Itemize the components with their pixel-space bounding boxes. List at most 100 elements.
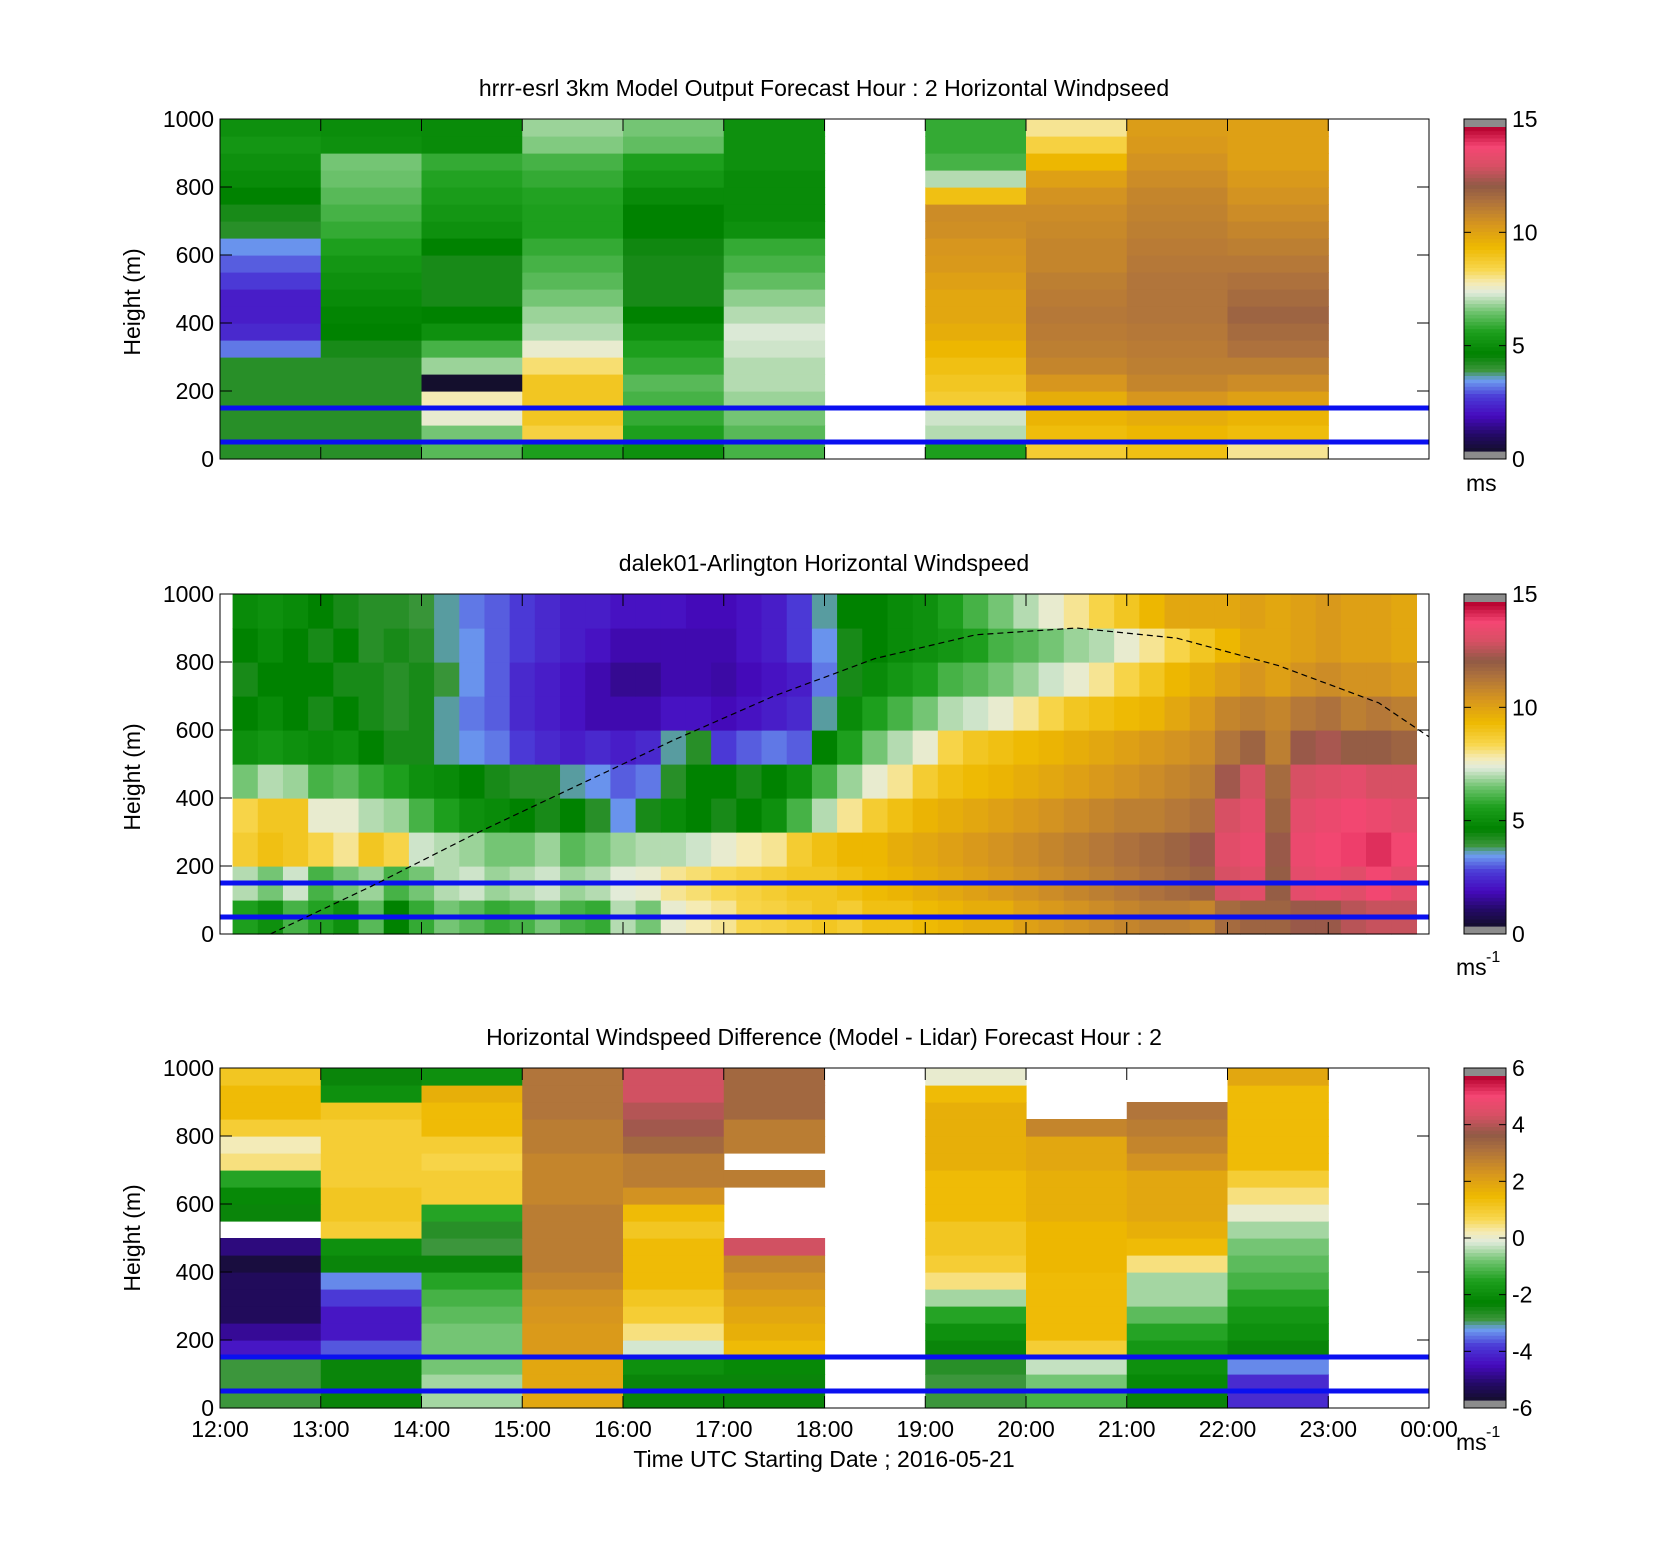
heatmap-cell — [1240, 628, 1266, 663]
heatmap-cell — [635, 832, 662, 867]
colorbar-segment — [1464, 1389, 1506, 1394]
heatmap-cell — [421, 204, 523, 222]
heatmap-cell — [421, 119, 523, 137]
heatmap-cell — [925, 1119, 1027, 1137]
colorbar-segment — [1464, 746, 1506, 751]
heatmap-cell — [1114, 798, 1140, 833]
colorbar-segment — [1464, 674, 1506, 679]
heatmap-cell — [1340, 798, 1367, 833]
colorbar-segment — [1464, 202, 1506, 207]
heatmap-cell — [736, 798, 763, 833]
heatmap-cell — [585, 730, 612, 765]
heatmap-cell — [988, 662, 1015, 697]
heatmap-cell — [1013, 662, 1040, 697]
heatmap-cell — [1164, 832, 1191, 867]
heatmap-cell — [320, 1289, 423, 1307]
colorbar-segment — [1464, 1191, 1506, 1196]
heatmap-cell — [220, 1136, 322, 1154]
panel-lidar-dashed-curve — [270, 627, 1430, 935]
heatmap-cell — [1063, 798, 1090, 833]
heatmap-cell — [220, 1170, 322, 1188]
panel-lidar-colorbar: 0 5 10 15 — [1463, 581, 1538, 947]
heatmap-cell — [623, 1187, 725, 1205]
heatmap-cell — [963, 798, 989, 833]
heatmap-cell — [522, 1306, 624, 1324]
heatmap-cell — [1139, 764, 1166, 799]
heatmap-cell — [320, 1085, 423, 1103]
heatmap-cell — [220, 1068, 322, 1086]
heatmap-cell — [685, 798, 712, 833]
heatmap-cell — [837, 696, 863, 731]
colorbar-segment — [1464, 1234, 1506, 1239]
heatmap-cell — [522, 408, 624, 426]
heatmap-cell — [421, 1119, 523, 1137]
heatmap-cell — [685, 628, 712, 663]
heatmap-cell — [308, 662, 334, 697]
heatmap-cell — [560, 628, 586, 663]
heatmap-cell — [1340, 662, 1367, 697]
colorbar-segment — [1464, 1288, 1506, 1293]
heatmap-cell — [912, 696, 939, 731]
heatmap-cell — [711, 832, 737, 867]
colorbar-segment — [1464, 130, 1506, 135]
heatmap-cell — [320, 357, 423, 375]
heatmap-cell — [434, 696, 460, 731]
heatmap-cell — [925, 221, 1027, 239]
heatmap-cell — [421, 1068, 523, 1086]
heatmap-cell — [862, 798, 889, 833]
colorbar-segment — [1464, 163, 1506, 168]
heatmap-cell — [1026, 170, 1128, 188]
heatmap-cell — [1088, 662, 1115, 697]
colorbar-segment — [1464, 1310, 1506, 1315]
heatmap-cell — [925, 1204, 1027, 1222]
heatmap-cell — [887, 730, 914, 765]
heatmap-cell — [1366, 594, 1392, 629]
heatmap-cell — [1315, 764, 1342, 799]
colorbar-segment — [1464, 1223, 1506, 1228]
colorbar-segment — [1464, 846, 1506, 851]
heatmap-cell — [1227, 1085, 1329, 1103]
colorbar-segment — [1464, 1187, 1506, 1192]
colorbar-segment — [1464, 789, 1506, 794]
colorbar-segment — [1464, 411, 1506, 416]
heatmap-cell — [811, 764, 838, 799]
colorbar-segment — [1464, 785, 1506, 790]
colorbar-segment — [1464, 148, 1506, 153]
heatmap-cell — [1227, 1136, 1329, 1154]
colorbar-segment — [1464, 422, 1506, 427]
colorbar-segment — [1464, 1382, 1506, 1387]
colorbar-segment — [1464, 713, 1506, 718]
heatmap-cell — [434, 628, 460, 663]
heatmap-cell — [534, 798, 561, 833]
y-tick-label: 200 — [176, 378, 214, 404]
heatmap-cell — [1265, 832, 1292, 867]
heatmap-cell — [1126, 1374, 1229, 1392]
colorbar-segment — [1464, 796, 1506, 801]
colorbar-tick-label: 15 — [1512, 581, 1538, 607]
heatmap-cell — [383, 764, 410, 799]
heatmap-cell — [786, 594, 813, 629]
heatmap-cell — [1227, 323, 1329, 341]
heatmap-cell — [308, 696, 334, 731]
heatmap-cell — [1290, 798, 1317, 833]
colorbar-segment — [1464, 609, 1506, 614]
heatmap-cell — [522, 153, 624, 171]
heatmap-cell — [811, 832, 838, 867]
y-tick-label: 1000 — [163, 581, 214, 607]
y-tick-label: 400 — [176, 310, 214, 336]
colorbar-segment — [1464, 289, 1506, 294]
heatmap-cell — [1227, 1391, 1329, 1409]
heatmap-cell — [623, 391, 725, 409]
colorbar-tick-label: -6 — [1512, 1395, 1532, 1421]
heatmap-cell — [761, 594, 788, 629]
heatmap-cell — [408, 798, 435, 833]
heatmap-cell — [988, 832, 1015, 867]
colorbar-segment — [1464, 918, 1506, 923]
x-tick-label: 17:00 — [695, 1416, 753, 1442]
heatmap-cell — [711, 730, 737, 765]
heatmap-cell — [1026, 1136, 1128, 1154]
heatmap-cell — [1227, 1119, 1329, 1137]
heatmap-cell — [522, 1187, 624, 1205]
heatmap-cell — [484, 832, 511, 867]
heatmap-cell — [723, 1272, 826, 1290]
